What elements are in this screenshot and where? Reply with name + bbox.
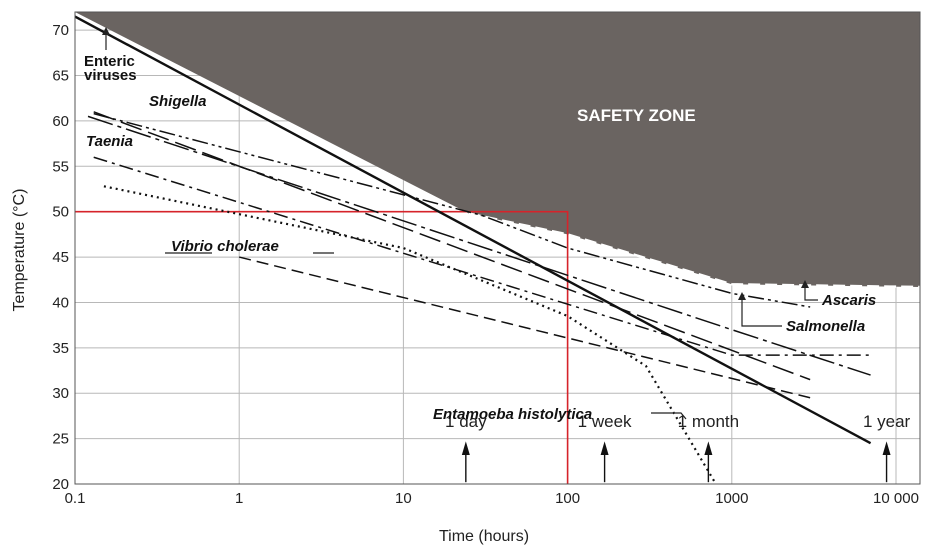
series-line-taenia [93, 156, 871, 356]
arrowhead-ascaris [801, 280, 809, 288]
time-marker-arrowhead [461, 441, 470, 455]
time-marker-arrowhead [600, 441, 609, 455]
y-tick-label: 50 [52, 204, 69, 221]
label-arrowheads [102, 27, 809, 300]
safety-zone [75, 12, 920, 288]
tick-labels: 0.1 1 10 100 1000 10 000 20 25 30 35 40 45 50 55 60 65 7… [52, 22, 919, 507]
leader-entamoeba-line [651, 412, 687, 420]
series-lines [74, 15, 872, 485]
x-tick-label: 10 000 [873, 490, 919, 507]
x-tick-label: 0.1 [65, 490, 86, 507]
safety-zone-edge [468, 212, 921, 289]
series-line-salmonella [87, 115, 871, 376]
time-marker-label: 1 week [578, 412, 632, 431]
y-tick-label: 40 [52, 294, 69, 311]
reference-lines-100h-50c [75, 210, 569, 484]
time-marker-label: 1 month [678, 412, 739, 431]
series-line-enteric-viruses [74, 15, 872, 445]
x-tick-label: 10 [395, 490, 412, 507]
label-ascaris: Ascaris [821, 292, 876, 309]
series-line-ascaris [93, 112, 811, 308]
y-axis-label: Temperature (°C) [11, 189, 28, 312]
label-enteric-viruses-line1: Enteric [84, 53, 135, 70]
y-tick-label: 60 [52, 113, 69, 130]
y-tick-label: 20 [52, 476, 69, 493]
series-line-shigella [93, 111, 811, 381]
y-tick-label: 70 [52, 22, 69, 39]
x-axis-label: Time (hours) [439, 528, 529, 545]
leader-salmonella [741, 298, 782, 327]
label-vibrio-cholerae: Vibrio cholerae [171, 238, 279, 255]
time-marker-arrowhead [704, 441, 713, 455]
y-tick-label: 45 [52, 249, 69, 266]
y-tick-label: 30 [52, 385, 69, 402]
time-marker-label: 1 day [445, 412, 487, 431]
label-taenia: Taenia [86, 133, 133, 150]
time-markers: 1 day 1 week 1 month 1 year [445, 412, 911, 483]
y-tick-label: 65 [52, 68, 69, 85]
y-tick-label: 55 [52, 158, 69, 175]
series-line-vibrio-cholerae [239, 256, 811, 399]
label-salmonella: Salmonella [786, 318, 865, 335]
label-enteric-viruses-line2: viruses [84, 67, 137, 84]
time-marker-label: 1 year [863, 412, 911, 431]
label-shigella: Shigella [149, 93, 207, 110]
y-tick-label: 25 [52, 431, 69, 448]
x-tick-label: 1 [235, 490, 243, 507]
label-leaders [105, 32, 818, 420]
leader-ascaris [804, 286, 818, 301]
x-tick-label: 100 [555, 490, 580, 507]
x-tick-label: 1000 [715, 490, 748, 507]
y-tick-label: 35 [52, 340, 69, 357]
arrowhead-salmonella [738, 292, 746, 300]
arrowhead-enteric [102, 27, 110, 35]
plot-frame [74, 11, 921, 485]
label-entamoeba-histolytica: Entamoeba histolytica [433, 406, 592, 423]
time-marker-arrowhead [882, 441, 891, 455]
safety-zone-label: SAFETY ZONE [577, 106, 696, 125]
reference-line [75, 210, 569, 484]
